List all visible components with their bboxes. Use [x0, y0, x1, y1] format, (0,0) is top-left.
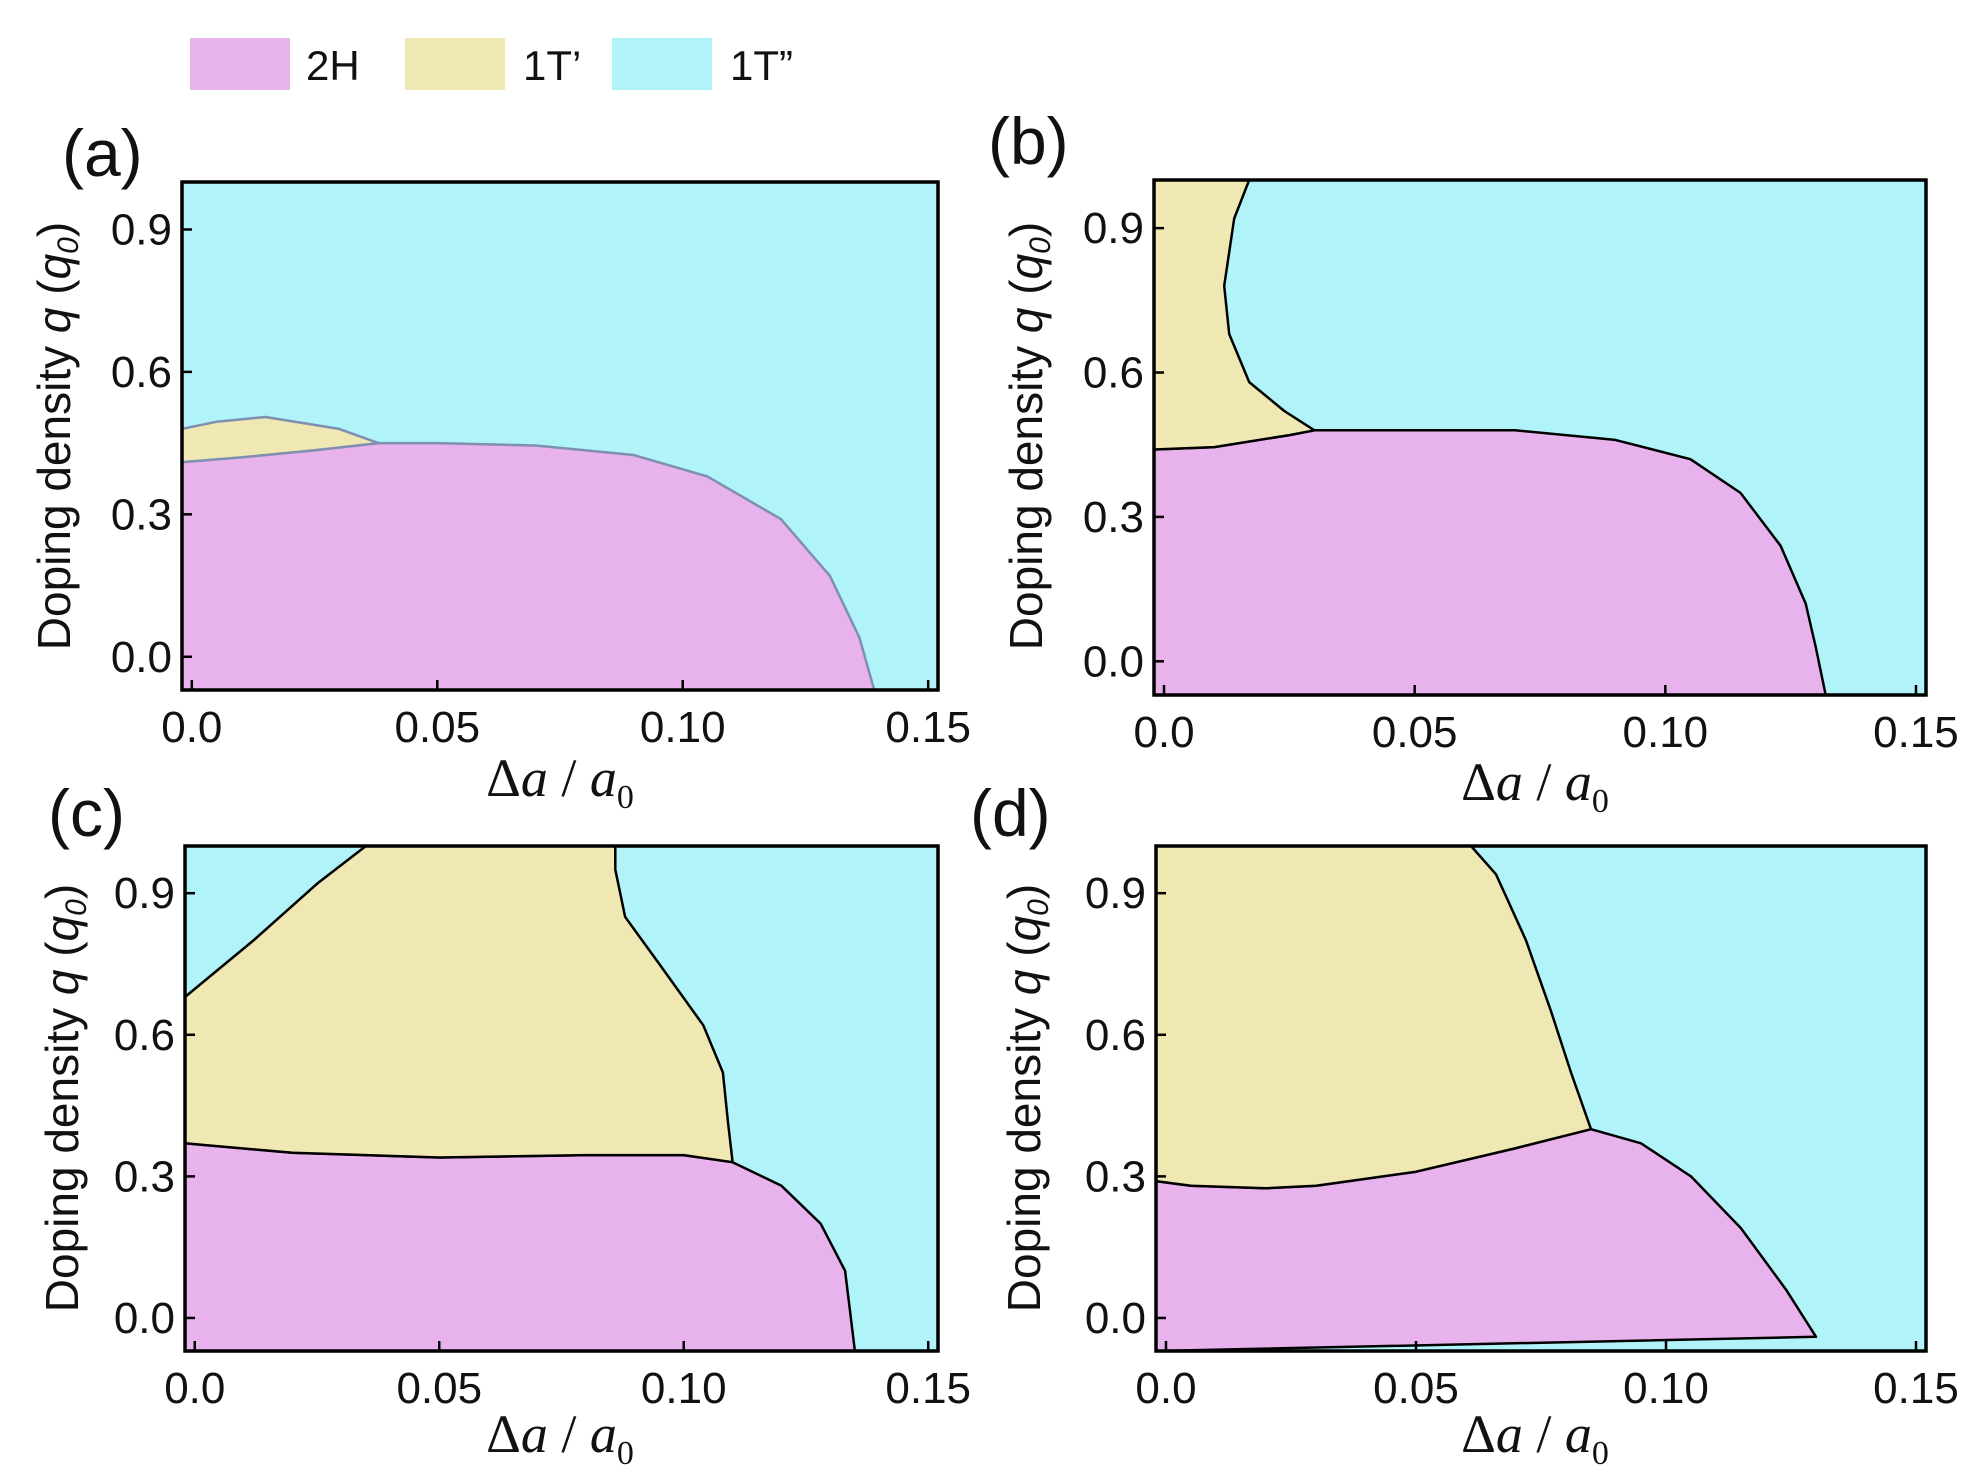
x-axis-title-b: Δa / a0	[1461, 752, 1609, 820]
x-tick-label-b-3: 0.15	[1873, 708, 1959, 757]
legend-swatch-1t-prime	[405, 38, 505, 90]
region-2h-c	[183, 1142, 857, 1353]
svg-text:Doping density q (q0): Doping density q (q0)	[998, 884, 1055, 1312]
svg-text:Δa / a0: Δa / a0	[486, 748, 634, 816]
legend-label-1t-double-prime: 1T”	[730, 42, 793, 89]
y-tick-label-b-3: 0.9	[1083, 204, 1144, 253]
svg-text:Doping density q (q0): Doping density q (q0)	[1000, 222, 1057, 650]
y-tick-label-d-0: 0.0	[1085, 1294, 1146, 1343]
region-1t1-c	[183, 844, 734, 1164]
y-tick-label-b-2: 0.6	[1083, 349, 1144, 398]
legend: 2H 1T’ 1T”	[190, 38, 793, 90]
svg-text:Doping density q (q0): Doping density q (q0)	[36, 884, 93, 1312]
y-axis-title-a: Doping density q (q0)	[28, 222, 85, 650]
x-tick-label-d-2: 0.10	[1623, 1364, 1709, 1413]
svg-text:Doping density q (q0): Doping density q (q0)	[28, 222, 85, 650]
y-tick-label-d-1: 0.3	[1085, 1152, 1146, 1201]
y-tick-label-d-2: 0.6	[1085, 1011, 1146, 1060]
panel-c: (c) 0.0 0.05 0.10 0.15 0.0 0.3 0.6 0.9 Doping d…	[36, 776, 971, 1466]
y-tick-label-b-1: 0.3	[1083, 493, 1144, 542]
legend-label-2h: 2H	[306, 42, 360, 89]
x-tick-label-d-3: 0.15	[1873, 1364, 1959, 1413]
y-tick-label-a-3: 0.9	[111, 205, 172, 254]
region-1t1-d	[1154, 844, 1593, 1190]
y-axis-title-d: Doping density q (q0)	[998, 884, 1055, 1312]
x-tick-label-c-1: 0.05	[396, 1364, 482, 1413]
y-tick-label-a-2: 0.6	[111, 348, 172, 397]
y-axis-title-c: Doping density q (q0)	[36, 884, 93, 1312]
panel-b: (b) 0.0 0.05 0.10 0.15 0.0 0.3 0.6 0.9 Doping d…	[988, 104, 1959, 820]
y-tick-label-c-2: 0.6	[114, 1011, 175, 1060]
x-tick-label-a-2: 0.10	[640, 703, 726, 752]
x-tick-label-c-2: 0.10	[641, 1364, 727, 1413]
panel-a: (a) 0.0 0.05 0.10 0.15 0.0 0.3 0.6 0.9 Doping d…	[28, 116, 971, 816]
x-tick-label-d-0: 0.0	[1135, 1364, 1196, 1413]
x-axis-title-a: Δa / a0	[486, 748, 634, 816]
legend-label-1t-prime: 1T’	[523, 42, 581, 89]
x-tick-label-b-2: 0.10	[1623, 708, 1709, 757]
plot-frame-b	[1152, 178, 1928, 697]
region-1t1-b	[1152, 178, 1316, 451]
plot-frame-d	[1154, 844, 1928, 1353]
y-tick-label-c-0: 0.0	[114, 1294, 175, 1343]
panel-label-d: (d)	[970, 776, 1051, 850]
y-tick-label-d-3: 0.9	[1085, 869, 1146, 918]
x-axis-title-d: Δa / a0	[1461, 1404, 1609, 1466]
x-axis-title-c: Δa / a0	[486, 1404, 634, 1466]
y-tick-label-c-1: 0.3	[114, 1152, 175, 1201]
panel-label-c: (c)	[48, 776, 125, 850]
legend-swatch-2h	[190, 38, 290, 90]
panel-label-a: (a)	[62, 116, 143, 190]
x-tick-label-a-0: 0.0	[161, 703, 222, 752]
y-tick-label-a-1: 0.3	[111, 490, 172, 539]
x-tick-label-c-3: 0.15	[885, 1364, 971, 1413]
x-tick-label-d-1: 0.05	[1373, 1364, 1459, 1413]
plot-frame-a	[180, 180, 940, 692]
legend-swatch-1t-double-prime	[612, 38, 712, 90]
x-tick-label-a-1: 0.05	[394, 703, 480, 752]
y-tick-label-c-3: 0.9	[114, 869, 175, 918]
y-tick-label-b-0: 0.0	[1083, 637, 1144, 686]
region-1t1-a	[180, 415, 380, 464]
panel-label-b: (b)	[988, 104, 1069, 178]
svg-text:Δa / a0: Δa / a0	[486, 1404, 634, 1466]
x-tick-label-b-0: 0.0	[1133, 708, 1194, 757]
svg-text:Δa / a0: Δa / a0	[1461, 1404, 1609, 1466]
y-tick-label-a-0: 0.0	[111, 633, 172, 682]
x-tick-label-b-1: 0.05	[1372, 708, 1458, 757]
svg-text:Δa / a0: Δa / a0	[1461, 752, 1609, 820]
x-tick-label-a-3: 0.15	[885, 703, 971, 752]
y-axis-title-b: Doping density q (q0)	[1000, 222, 1057, 650]
plot-frame-c	[183, 844, 940, 1353]
panel-d: (d) 0.0 0.05 0.10 0.15 0.0 0.3 0.6 0.9 Doping d…	[970, 776, 1959, 1466]
x-tick-label-c-0: 0.0	[164, 1364, 225, 1413]
